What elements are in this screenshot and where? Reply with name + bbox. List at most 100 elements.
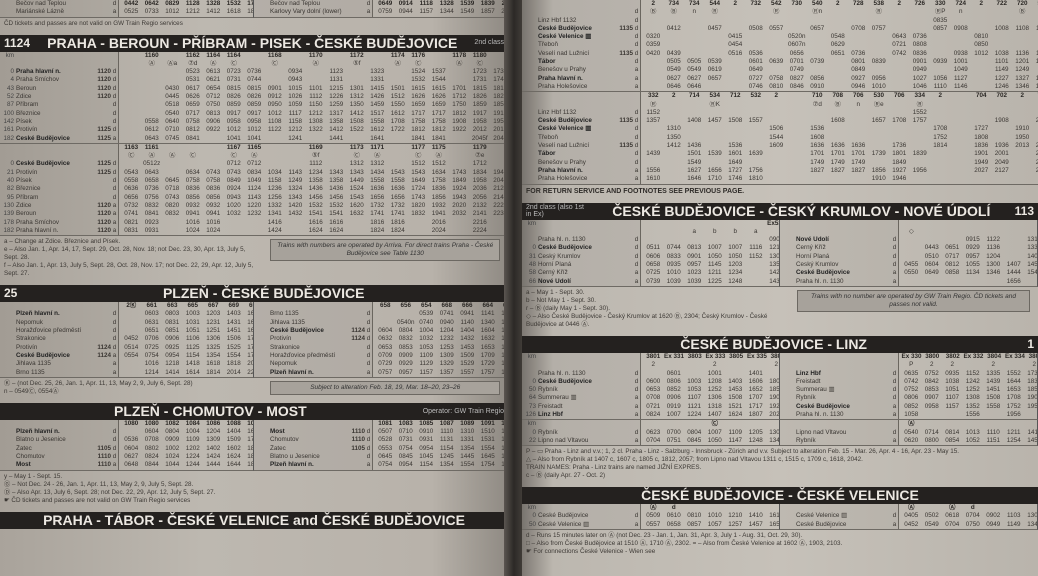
time-cell: 0821 — [124, 218, 139, 226]
table-ref — [613, 101, 633, 109]
section-footer: a – Change at Zdice. Březnice and Písek.… — [0, 236, 508, 280]
time-cell: 1549 — [460, 8, 475, 16]
table-ref — [613, 109, 633, 117]
time-cell — [388, 160, 409, 168]
time-cell: 1717 — [748, 402, 763, 410]
time-cell — [889, 25, 910, 33]
time-cell: 0922 — [206, 126, 221, 134]
time-cell — [265, 68, 286, 76]
times-column: 0442064208291128132815321737185921590525… — [119, 0, 253, 17]
time-cell: 0610 — [666, 512, 681, 520]
time-cell: 1820 — [411, 201, 426, 209]
km-value: 50 — [528, 520, 536, 528]
time-cell: 1712 — [452, 93, 467, 101]
time-cell: 0909 — [398, 351, 413, 359]
station-row: 182 České Budějovice 1125 a — [0, 135, 118, 143]
time-cell — [705, 50, 726, 58]
time-cell — [705, 33, 726, 41]
time-cell: 1859 — [493, 101, 508, 109]
station-name: Jihlava 1135 — [16, 360, 51, 368]
time-cell: 0509 — [646, 512, 661, 520]
time-cell: 2230 — [493, 210, 508, 218]
time-cell: 1149 — [1006, 520, 1021, 528]
times-row: 0445 0626 0712 0826 0826 0912 1026 1112 1226 1312… — [121, 93, 508, 101]
time-cell: 1808 — [974, 133, 989, 141]
time-cell — [725, 236, 746, 244]
station-row: Praha hl. n. 1130 a — [780, 278, 898, 286]
time-cell — [869, 134, 890, 142]
time-cell: 1557 — [460, 368, 475, 376]
time-cell: 1350 — [666, 133, 681, 141]
time-cell: 0736 — [851, 49, 866, 57]
time-cell: 1412 — [349, 109, 364, 117]
arr-dep-flag: d — [112, 452, 117, 460]
arr-dep-flag: a — [112, 461, 117, 469]
station-name: Beroun — [16, 210, 37, 218]
km-value — [254, 461, 270, 469]
station-name: Písek — [16, 117, 32, 125]
time-cell: 1541 — [308, 210, 323, 218]
time-cell: 0824 — [144, 452, 159, 460]
time-cell: 1908 — [994, 117, 1009, 125]
times-column: 1163 1161 1167 1165 1169 1173 1171 1177 1175 1179… — [119, 144, 508, 235]
time-cell: 0512z — [143, 160, 161, 168]
time-cell: 1610 — [769, 512, 779, 520]
station-row — [0, 60, 118, 68]
station-name: Praha hlavní n. — [538, 74, 583, 82]
station-name — [796, 220, 871, 228]
table-ref — [871, 269, 891, 277]
arr-dep-flag: a — [634, 277, 639, 285]
arr-dep-flag — [365, 302, 372, 310]
time-cell — [992, 134, 1013, 142]
train-number: 332 — [647, 92, 659, 100]
time-cell: 1532 — [329, 201, 344, 209]
time-cell: n — [958, 8, 963, 16]
time-cell: 1657 — [769, 520, 779, 528]
time-cell — [889, 58, 910, 66]
time-cell: 1154 — [185, 351, 200, 359]
time-cell: 0454 — [728, 41, 743, 49]
time-cell: 0717 — [945, 252, 960, 260]
train-number: d — [970, 504, 975, 512]
train-number: 1175 — [431, 143, 446, 151]
time-cell — [121, 369, 142, 377]
station-row: Horní Planá d — [780, 253, 898, 261]
time-cell — [869, 50, 890, 58]
time-cell — [705, 83, 726, 91]
km-value — [254, 344, 270, 352]
time-cell: 1956 — [912, 166, 927, 174]
time-cell: 0604 — [378, 327, 393, 335]
time-cell — [746, 8, 767, 16]
arr-dep-flag: d — [634, 16, 639, 24]
train-number: 1328 — [206, 0, 221, 7]
time-cell — [121, 118, 142, 126]
time-cell: 1151 — [986, 436, 1001, 444]
time-cell: 0646 — [666, 82, 681, 90]
table-ref — [345, 369, 365, 377]
time-cell — [910, 17, 931, 25]
time-cell: 0557 — [769, 24, 784, 32]
km-value — [254, 436, 270, 444]
time-cell: 0632 — [378, 335, 393, 343]
arr-dep-flag — [891, 504, 898, 512]
timetable-section: 2nd class (also 1st in Ex) ČESKÉ BUDĚJOVI… — [522, 202, 1038, 331]
arr-dep-flag: d — [366, 428, 371, 436]
time-cell: 1624 — [329, 226, 344, 234]
station-name: Žatec — [16, 444, 32, 452]
arr-dep-flag: a — [634, 269, 639, 277]
time-cell: 0806 — [666, 377, 681, 385]
time-cell: 0941 — [460, 310, 475, 318]
arr-dep-flag — [633, 228, 640, 236]
table-ref — [613, 150, 633, 158]
station-row: 4 Praha Smíchov 1120 d — [0, 76, 118, 84]
time-cell — [643, 75, 664, 83]
footnote: ☛ For connections České Velenice - Wien … — [526, 548, 656, 556]
time-cell — [725, 25, 746, 33]
time-cell: 1517 — [370, 109, 385, 117]
train-number: 544 — [709, 0, 720, 7]
time-cell: 0604 — [124, 444, 139, 452]
train-number: Ex 333 — [705, 352, 726, 360]
times-row: 0612 0710 0812 0922 1012 1012 1122 1212 1322 1412… — [121, 126, 508, 134]
times-row: 0320 0415 0520n 0548 0643 0736 0810 — [643, 33, 1038, 41]
